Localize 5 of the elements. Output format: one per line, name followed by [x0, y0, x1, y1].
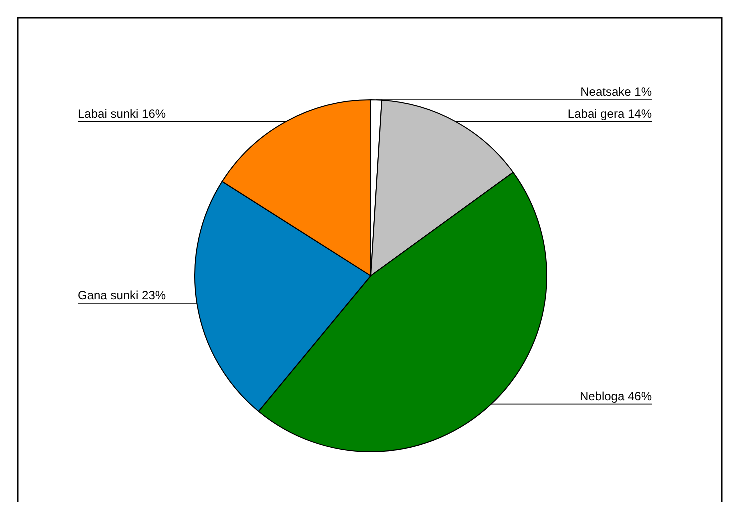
slice-label: Labai sunki 16%: [78, 106, 166, 121]
slice-label: Nebloga 46%: [580, 389, 652, 404]
slice-label: Labai gera 14%: [568, 106, 652, 121]
slice-label: Neatsake 1%: [580, 85, 652, 100]
slice-label: Gana sunki 23%: [78, 288, 166, 303]
